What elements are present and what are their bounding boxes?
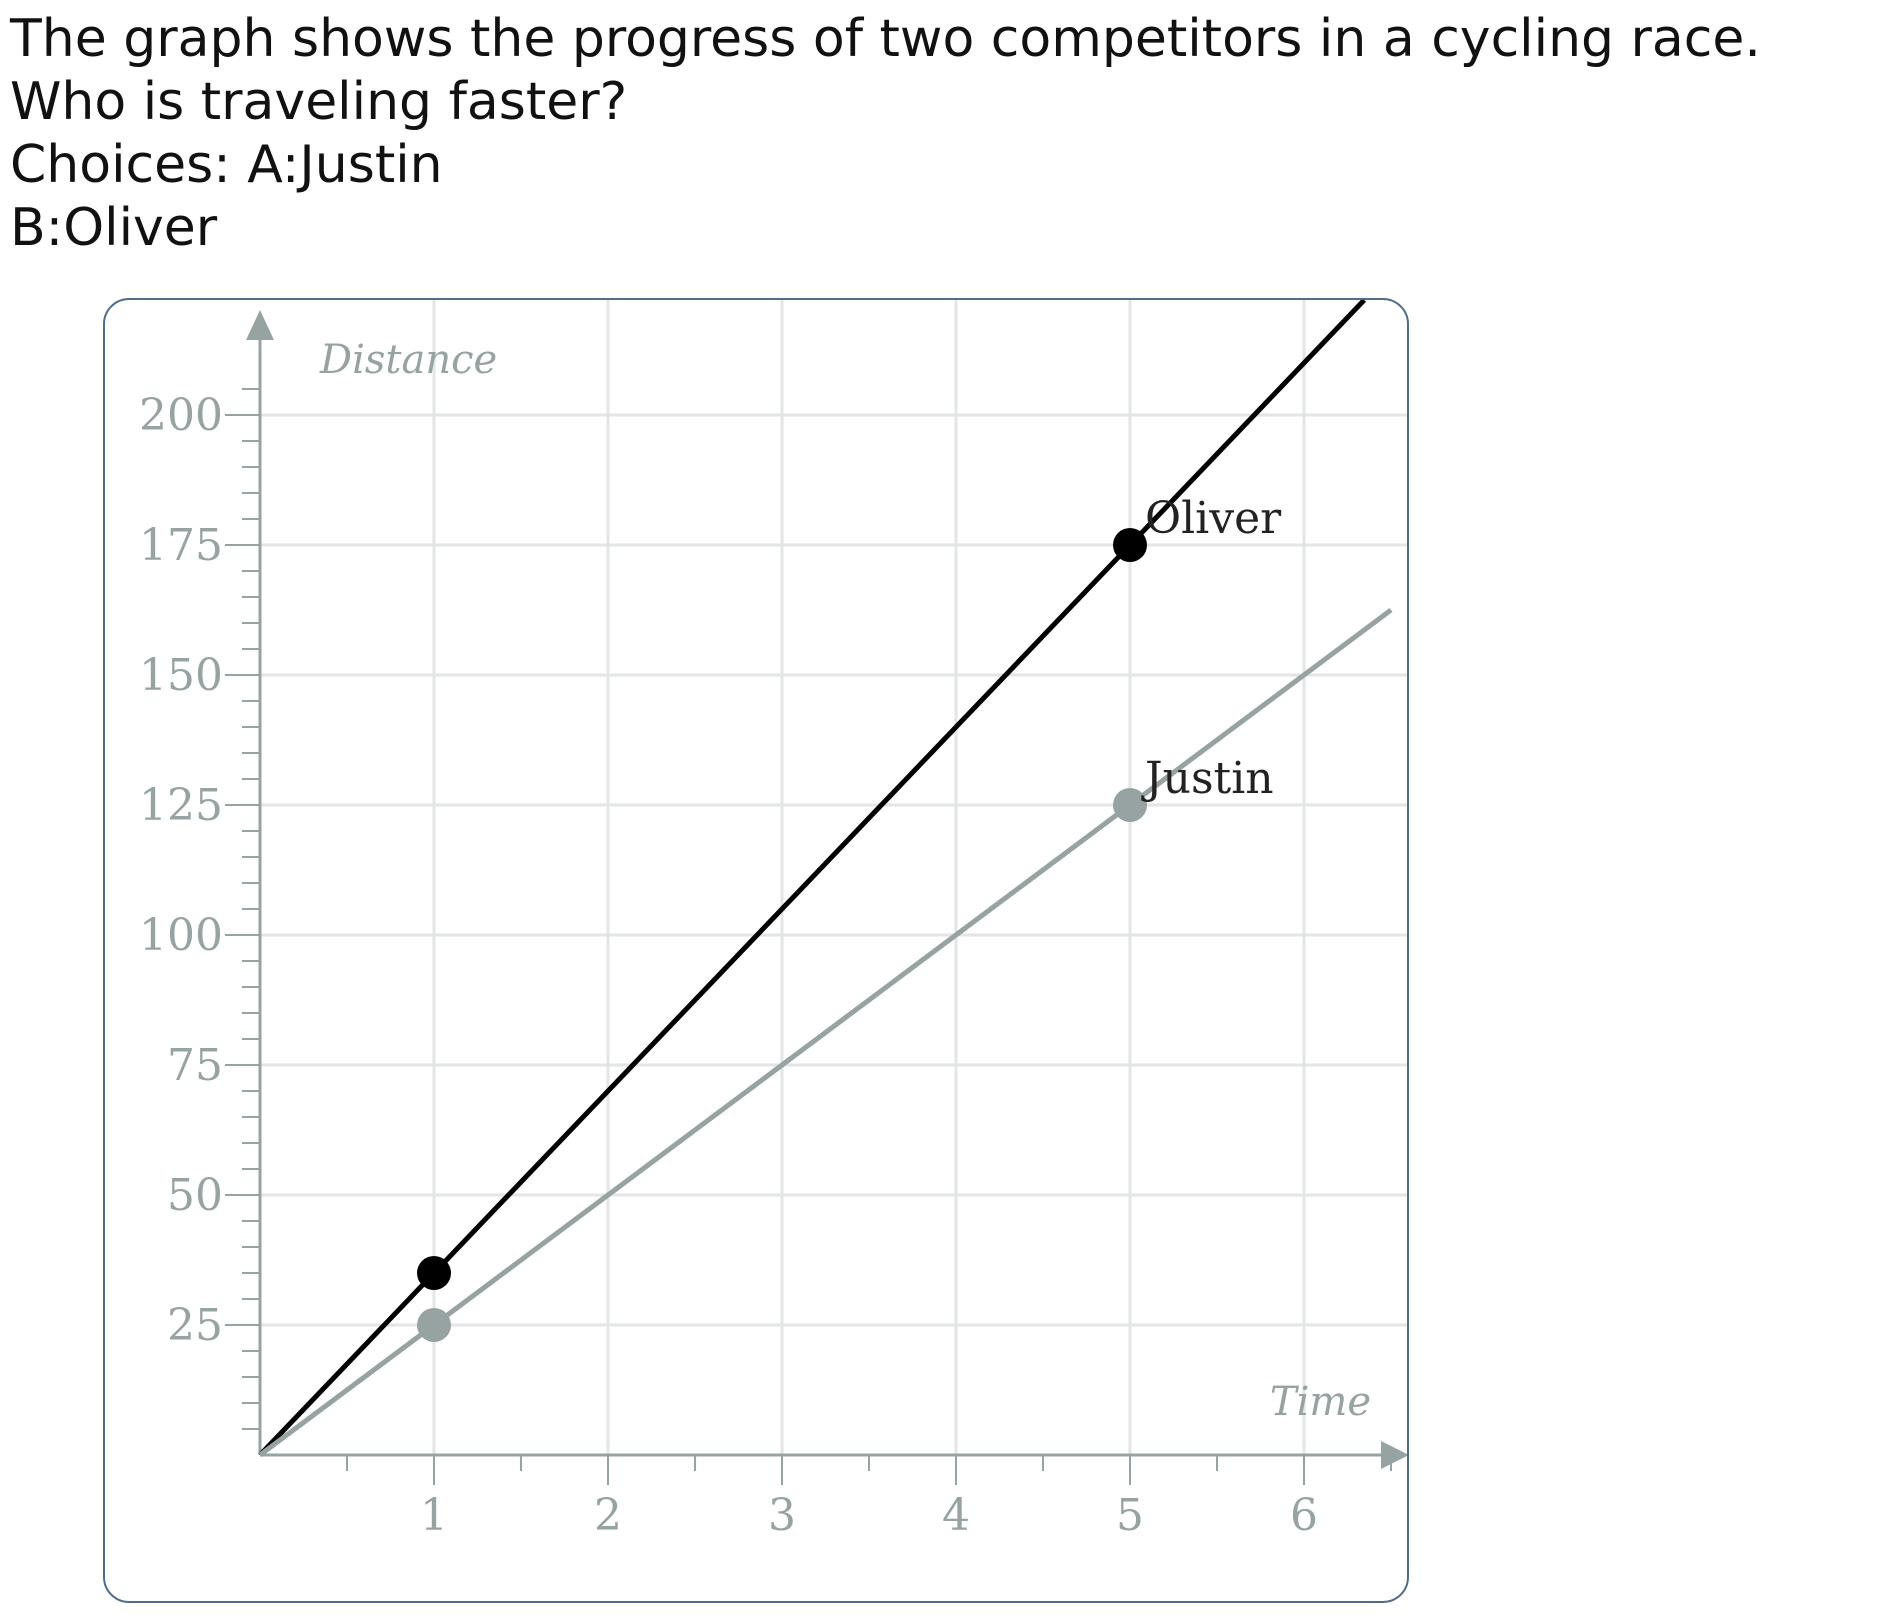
y-tick-label: 125 — [139, 780, 223, 831]
x-tick-label: 4 — [942, 1490, 970, 1541]
x-tick-label: 3 — [768, 1490, 796, 1541]
oliver-series-label: Oliver — [1145, 493, 1282, 544]
question-line-1: The graph shows the progress of two comp… — [10, 9, 1761, 69]
y-tick-label: 50 — [167, 1170, 223, 1221]
y-tick-label: 175 — [139, 520, 223, 571]
oliver-data-point — [417, 1256, 451, 1290]
y-tick-label: 25 — [167, 1300, 223, 1351]
y-tick-label: 75 — [167, 1040, 223, 1091]
y-axis-title: Distance — [319, 337, 497, 383]
x-tick-label: 5 — [1116, 1490, 1144, 1541]
x-axis-title: Time — [1270, 1379, 1371, 1425]
x-tick-label: 2 — [594, 1490, 622, 1541]
x-axis-arrow — [1381, 1441, 1407, 1469]
grid — [260, 300, 1407, 1455]
y-tick-label: 150 — [139, 650, 223, 701]
y-tick-label: 200 — [139, 390, 223, 441]
y-tick-label: 100 — [139, 910, 223, 961]
oliver-data-point — [1113, 528, 1147, 562]
y-axis-arrow — [246, 310, 274, 340]
choices-line-a: Choices: A:Justin — [10, 135, 443, 195]
justin-data-point — [1113, 788, 1147, 822]
choices-line-b: B:Oliver — [10, 198, 218, 258]
x-tick-label: 6 — [1290, 1490, 1318, 1541]
chart-frame: 25 50 75 100 125 150 175 200 1 2 3 4 5 6 Distance Time O… — [103, 298, 1409, 1603]
justin-series-line — [258, 607, 1393, 1458]
justin-data-point — [417, 1308, 451, 1342]
question-line-2: Who is traveling faster? — [10, 72, 628, 132]
x-tick-label: 1 — [420, 1490, 448, 1541]
question-text: The graph shows the progress of two comp… — [10, 8, 1880, 260]
justin-series-label: Justin — [1141, 753, 1274, 804]
distance-time-chart: 25 50 75 100 125 150 175 200 1 2 3 4 5 6 Distance Time O… — [139, 300, 1407, 1541]
